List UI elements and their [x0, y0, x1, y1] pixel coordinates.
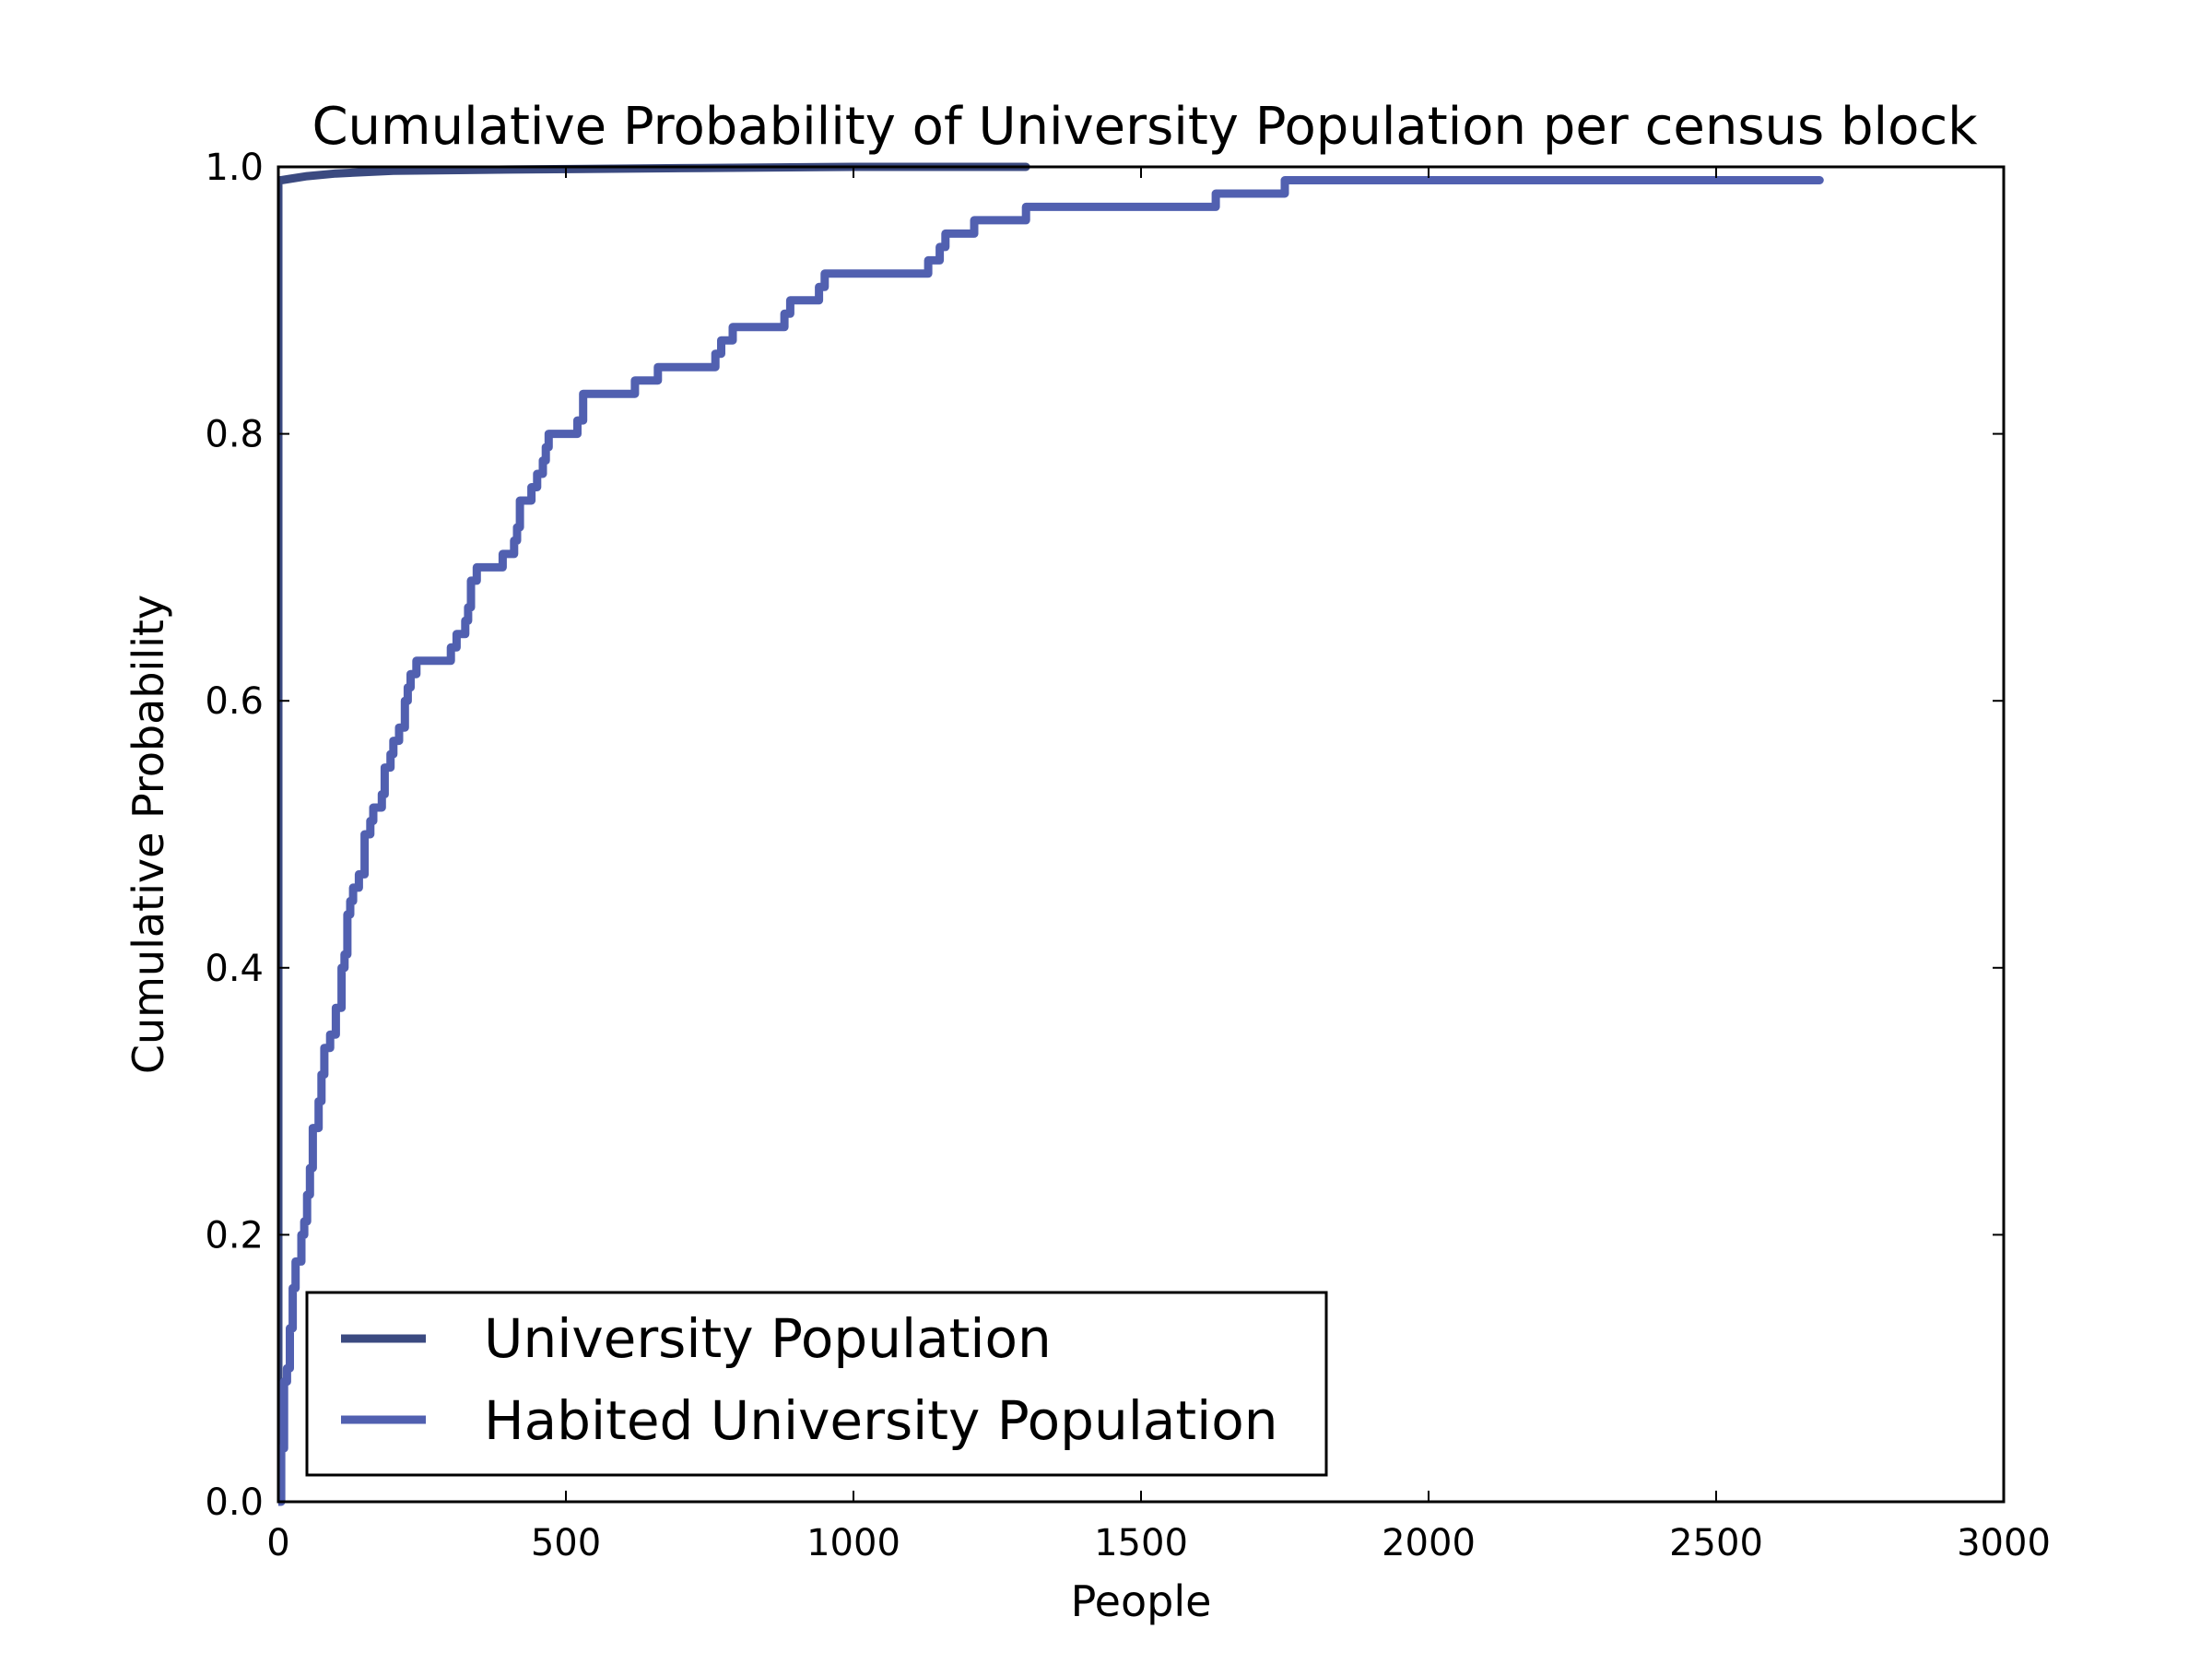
chart-title: Cumulative Probability of University Pop…: [312, 97, 1978, 157]
x-axis-label: People: [1071, 1576, 1212, 1626]
legend-label-university-population: University Population: [484, 1307, 1052, 1370]
series-line-habited-university-population: [278, 176, 1824, 1506]
legend-label-habited-university-population: Habited University Population: [484, 1389, 1278, 1452]
x-tick-label: 1000: [806, 1522, 900, 1564]
x-tick-label: 1500: [1094, 1522, 1188, 1564]
y-tick-label: 0.4: [205, 948, 264, 990]
x-tick-label: 0: [266, 1522, 289, 1564]
x-tick-label: 2500: [1669, 1522, 1763, 1564]
y-tick-label: 0.8: [205, 414, 264, 456]
x-tick-label: 500: [531, 1522, 601, 1564]
y-tick-label: 0.2: [205, 1214, 264, 1257]
y-tick-label: 0.0: [205, 1481, 264, 1524]
y-tick-label: 1.0: [205, 147, 264, 189]
legend-box: [305, 1291, 1328, 1477]
y-tick-label: 0.6: [205, 680, 264, 723]
y-axis: 0.0 0.2 0.4 0.6 0.8 1.0: [205, 147, 2004, 1524]
x-tick-label: 3000: [1957, 1522, 2051, 1564]
x-tick-label: 2000: [1382, 1522, 1476, 1564]
y-axis-label: Cumulative Probability: [124, 595, 173, 1074]
legend: University Population Habited University…: [305, 1291, 1328, 1477]
x-axis: 0 500 1000 1500 2000 2500 3000: [266, 167, 2051, 1564]
